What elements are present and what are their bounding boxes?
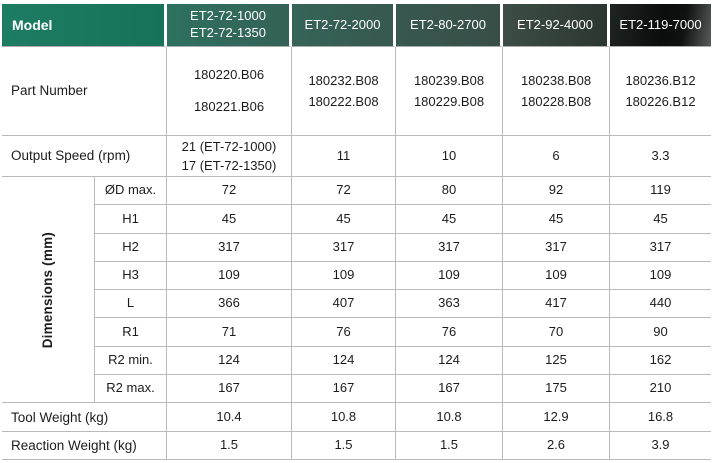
dimension-value-cell: 119	[610, 177, 711, 206]
dimension-row-label: R2 min.	[95, 346, 167, 376]
dimension-value-cell: 175	[503, 375, 610, 404]
output-speed-value: 11	[292, 136, 396, 177]
dimension-value-cell: 92	[503, 177, 610, 206]
dimension-value-cell: 109	[396, 261, 503, 291]
reaction-weight-row-label: Reaction Weight (kg)	[2, 432, 167, 461]
dimension-value-cell: 45	[503, 205, 610, 234]
dimension-value-cell: 71	[167, 318, 292, 347]
output-speed-value: 21 (ET-72-1000) 17 (ET-72-1350)	[167, 136, 292, 177]
tool-weight-value: 10.4	[167, 403, 292, 433]
reaction-weight-value: 2.6	[503, 432, 610, 461]
dimension-value-cell: 45	[610, 205, 711, 234]
dimension-value-cell: 363	[396, 290, 503, 319]
dimension-value-cell: 440	[610, 290, 711, 319]
dimension-value-cell: 72	[167, 177, 292, 206]
dimension-row-label: H3	[95, 261, 167, 291]
dimension-value-cell: 167	[292, 375, 396, 404]
dimension-value-cell: 109	[610, 262, 711, 291]
dimension-value-cell: 109	[503, 261, 610, 291]
reaction-weight-value: 3.9	[610, 432, 711, 461]
dimensions-group-label-text: Dimensions (mm)	[40, 231, 56, 348]
spec-table: Model ET2-72-1000 ET2-72-1350 ET2-72-200…	[2, 4, 711, 461]
dimension-value-cell: 124	[167, 346, 292, 376]
part-number-value: 180220.B06 180221.B06	[167, 47, 292, 136]
dimension-value-cell: 80	[396, 177, 503, 206]
header-cell-model: Model	[2, 4, 167, 47]
dimension-value-cell: 90	[610, 318, 711, 347]
dimension-value-cell: 167	[167, 375, 292, 404]
header-cell-et2-119-7000: ET2-119-7000	[610, 4, 711, 47]
dimension-value-cell: 45	[167, 205, 292, 234]
header-cell-et2-72-1000: ET2-72-1000 ET2-72-1350	[167, 4, 292, 47]
tool-weight-value: 10.8	[292, 403, 396, 433]
dimension-value-cell: 45	[396, 205, 503, 234]
reaction-weight-value: 1.5	[396, 432, 503, 461]
dimension-row-label: H1	[95, 205, 167, 234]
dimension-value-cell: 210	[610, 375, 711, 404]
dimension-value-cell: 162	[610, 347, 711, 376]
header-cell-et2-92-4000: ET2-92-4000	[503, 4, 610, 47]
header-cell-et2-72-2000: ET2-72-2000	[292, 4, 396, 47]
part-number-row-label: Part Number	[2, 47, 167, 136]
dimension-value-cell: 109	[167, 261, 292, 291]
dimension-value-cell: 109	[292, 261, 396, 291]
dimension-value-cell: 124	[292, 346, 396, 376]
output-speed-row-label: Output Speed (rpm)	[2, 136, 167, 177]
tool-weight-value: 16.8	[610, 403, 711, 433]
dimension-row-label: R1	[95, 318, 167, 347]
dimension-value-cell: 167	[396, 375, 503, 404]
part-number-value: 180238.B08 180228.B08	[503, 47, 610, 136]
output-speed-value: 6	[503, 136, 610, 177]
dimension-value-cell: 317	[292, 233, 396, 262]
tool-weight-value: 12.9	[503, 403, 610, 433]
header-cell-et2-80-2700: ET2-80-2700	[396, 4, 503, 47]
dimension-value-cell: 76	[396, 318, 503, 347]
dimension-value-cell: 366	[167, 290, 292, 319]
dimension-value-cell: 72	[292, 177, 396, 206]
dimension-row-label: L	[95, 290, 167, 319]
dimension-value-cell: 407	[292, 290, 396, 319]
dimension-value-cell: 317	[610, 234, 711, 262]
dimension-value-cell: 76	[292, 318, 396, 347]
part-number-value: 180236.B12 180226.B12	[610, 47, 711, 136]
dimension-value-cell: 417	[503, 290, 610, 319]
dimension-value-cell: 124	[396, 346, 503, 376]
reaction-weight-value: 1.5	[292, 432, 396, 461]
tool-weight-row-label: Tool Weight (kg)	[2, 403, 167, 433]
part-number-value: 180239.B08 180229.B08	[396, 47, 503, 136]
dimension-value-cell: 317	[396, 233, 503, 262]
part-number-value: 180232.B08 180222.B08	[292, 47, 396, 136]
dimension-row-label: R2 max.	[95, 375, 167, 404]
dimension-value-cell: 317	[503, 233, 610, 262]
output-speed-value: 3.3	[610, 136, 711, 177]
dimension-value-cell: 70	[503, 318, 610, 347]
dimension-value-cell: 125	[503, 346, 610, 376]
dimension-row-label: H2	[95, 233, 167, 262]
tool-weight-value: 10.8	[396, 403, 503, 433]
reaction-weight-value: 1.5	[167, 432, 292, 461]
spec-table-grid: Model ET2-72-1000 ET2-72-1350 ET2-72-200…	[2, 4, 711, 461]
dimensions-group-label: Dimensions (mm)	[2, 177, 95, 404]
output-speed-value: 10	[396, 136, 503, 177]
dimension-value-cell: 45	[292, 205, 396, 234]
dimension-row-label: ØD max.	[95, 177, 167, 206]
dimension-value-cell: 317	[167, 233, 292, 262]
